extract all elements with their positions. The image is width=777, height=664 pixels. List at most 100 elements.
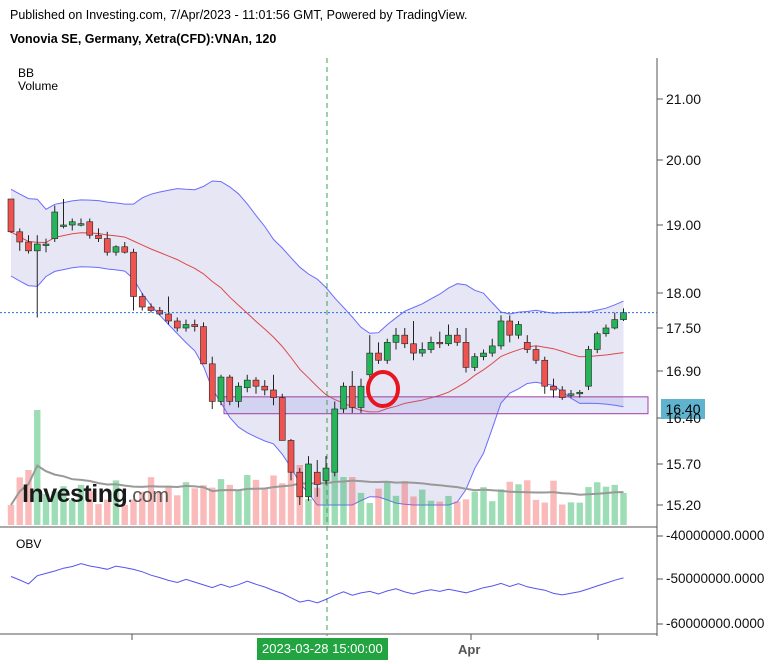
price-tick-label: 15.20 <box>666 497 702 513</box>
volume-bar <box>182 482 190 525</box>
volume-bar <box>252 479 260 525</box>
volume-bar <box>104 499 111 525</box>
volume-bar <box>611 484 618 525</box>
candle-body <box>471 356 479 368</box>
candle-body <box>95 234 102 239</box>
obv-tick-label: -40000000.0000 <box>666 528 765 543</box>
volume-bar <box>60 486 67 525</box>
volume-bar <box>427 500 435 525</box>
candle-body <box>611 319 619 329</box>
price-tick-label: 17.50 <box>666 320 702 336</box>
candle-body <box>340 385 347 410</box>
candle-body <box>86 221 94 236</box>
volume-bar <box>576 502 583 525</box>
bb-lower-line <box>10 266 624 506</box>
candle-body <box>445 334 452 345</box>
candle-body <box>42 243 50 246</box>
candle-body <box>558 389 566 398</box>
volume-bar <box>419 489 426 525</box>
candle-body <box>392 334 400 343</box>
price-tick-label: 15.70 <box>666 456 702 472</box>
candle-body <box>278 397 286 441</box>
candle-body <box>173 320 181 329</box>
volume-bar <box>532 499 540 525</box>
candle-body <box>497 320 505 347</box>
candle-body <box>331 408 339 473</box>
candle-body <box>488 345 496 354</box>
volume-bar <box>156 491 163 525</box>
candle-body <box>217 376 225 402</box>
volume-bar <box>445 495 452 525</box>
candle-body <box>226 376 234 402</box>
volume-bar <box>112 480 120 525</box>
volume-bar <box>217 479 225 525</box>
obv-tick-label: -60000000.0000 <box>666 616 765 631</box>
candle-body <box>322 467 330 481</box>
candle-body <box>296 471 304 498</box>
candle-body <box>261 385 269 391</box>
candle-body <box>121 246 129 253</box>
logo-main: Investing <box>22 480 128 508</box>
volume-bar <box>25 470 32 525</box>
volume-bar <box>375 488 382 525</box>
candle-body <box>383 342 391 361</box>
volume-bar <box>191 488 198 525</box>
bb-upper-line <box>10 180 624 334</box>
candle-body <box>165 313 172 322</box>
candle-body <box>112 246 120 253</box>
candle-body <box>235 385 242 402</box>
volume-bar <box>77 484 85 525</box>
horizontal-zone <box>223 396 649 415</box>
volume-bar <box>594 482 601 525</box>
price-tag: 16.40 <box>661 399 705 419</box>
volume-bar <box>349 477 356 525</box>
candle-body <box>103 238 111 253</box>
candle-body <box>33 243 41 252</box>
candle-body <box>270 389 277 398</box>
candle-body <box>313 471 321 485</box>
volume-bar <box>454 501 461 525</box>
volume-bar <box>139 491 146 525</box>
volume-bar <box>174 495 181 525</box>
candle-body <box>532 349 540 361</box>
candle-body <box>462 342 470 368</box>
volume-bar <box>497 489 505 525</box>
volume-bar <box>86 491 93 525</box>
volume-bar <box>392 495 400 525</box>
candle-body <box>427 342 435 350</box>
candle-body <box>576 391 584 395</box>
bb-indicator-label[interactable]: BB <box>18 66 35 80</box>
volume-bar <box>305 498 312 525</box>
volume-bar <box>410 496 417 525</box>
candle-body <box>200 326 207 365</box>
obv-indicator-label[interactable]: OBV <box>16 537 42 551</box>
volume-bar <box>559 504 566 525</box>
volume-bar <box>366 503 373 525</box>
candle-body <box>182 324 190 329</box>
candle-body <box>147 306 155 311</box>
volume-bar <box>620 493 627 525</box>
candle-body <box>593 333 601 350</box>
volume-bar <box>279 483 286 525</box>
candle-body <box>252 379 260 387</box>
candle-body <box>7 198 15 233</box>
candle-body <box>585 349 592 387</box>
candle-body <box>357 385 365 408</box>
volume-bar <box>331 467 338 525</box>
candle-body <box>60 224 67 227</box>
volume-indicator-label[interactable]: Volume <box>18 79 59 93</box>
volume-bar <box>7 505 15 525</box>
marker-circle <box>366 370 400 408</box>
obv-line <box>10 563 624 604</box>
volume-bar <box>567 502 575 525</box>
volume-bar <box>270 475 277 525</box>
candle-body <box>436 342 444 345</box>
candle-body <box>366 352 374 376</box>
candle-body <box>541 359 549 387</box>
candle-body <box>453 334 461 343</box>
price-tick-label: 16.90 <box>666 363 702 379</box>
candle-body <box>515 324 522 336</box>
candle-body <box>418 349 426 354</box>
volume-bar <box>235 489 242 525</box>
